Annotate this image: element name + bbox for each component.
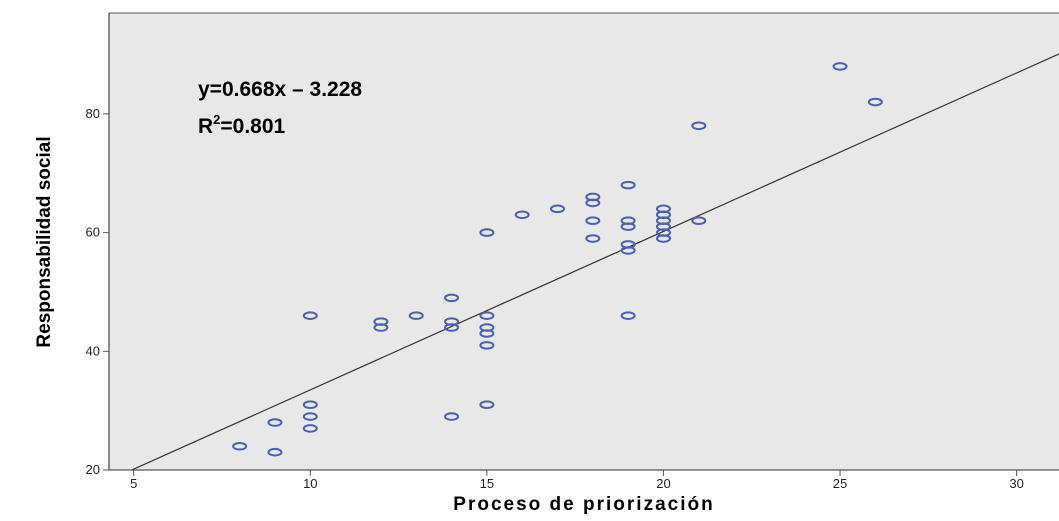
y-tick-label: 20 bbox=[86, 462, 100, 477]
regression-equation: y=0.668x – 3.228 bbox=[198, 78, 362, 101]
y-axis-title: Responsabilidad social bbox=[34, 136, 55, 347]
data-point bbox=[267, 418, 283, 427]
x-tick-label: 30 bbox=[1009, 476, 1023, 491]
data-point bbox=[479, 341, 495, 350]
data-point bbox=[691, 216, 707, 226]
data-point bbox=[620, 240, 636, 249]
data-point bbox=[302, 412, 318, 421]
y-tick-label: 40 bbox=[86, 343, 100, 358]
x-tick-label: 5 bbox=[130, 476, 137, 491]
y-tick-label: 80 bbox=[86, 106, 100, 121]
plot-area bbox=[109, 13, 1059, 470]
data-point bbox=[620, 216, 636, 226]
data-point bbox=[550, 204, 566, 214]
data-point bbox=[302, 400, 318, 410]
data-point bbox=[479, 311, 495, 320]
x-tick-label: 25 bbox=[833, 476, 847, 491]
data-point bbox=[620, 180, 636, 190]
data-point bbox=[867, 97, 883, 107]
data-point bbox=[444, 317, 460, 326]
data-point bbox=[585, 192, 601, 202]
data-point bbox=[479, 323, 495, 332]
data-point bbox=[585, 234, 601, 243]
data-point bbox=[514, 210, 530, 220]
r-squared-superscript: 2 bbox=[213, 112, 220, 127]
data-point bbox=[832, 62, 848, 71]
x-tick-label: 15 bbox=[480, 476, 494, 491]
data-point bbox=[691, 121, 707, 131]
data-point bbox=[267, 447, 283, 457]
x-tick-label: 10 bbox=[303, 476, 317, 491]
data-point bbox=[408, 311, 424, 320]
r-squared-value: =0.801 bbox=[220, 115, 285, 138]
x-tick-label: 20 bbox=[656, 476, 670, 491]
data-point bbox=[479, 228, 495, 237]
r-squared-prefix: R bbox=[198, 115, 213, 138]
data-point bbox=[585, 216, 601, 226]
x-axis-title: Proceso de priorización bbox=[453, 494, 714, 515]
data-point bbox=[444, 412, 460, 421]
y-tick-label: 60 bbox=[86, 225, 100, 240]
data-point bbox=[302, 424, 318, 433]
data-point bbox=[620, 311, 636, 320]
data-point bbox=[302, 311, 318, 320]
data-point bbox=[479, 400, 495, 410]
data-point bbox=[444, 293, 460, 303]
data-point bbox=[232, 441, 248, 451]
data-point bbox=[373, 317, 389, 326]
data-point bbox=[655, 204, 671, 214]
r-squared-annotation: R2=0.801 bbox=[198, 112, 286, 138]
regression-line bbox=[130, 53, 1059, 470]
